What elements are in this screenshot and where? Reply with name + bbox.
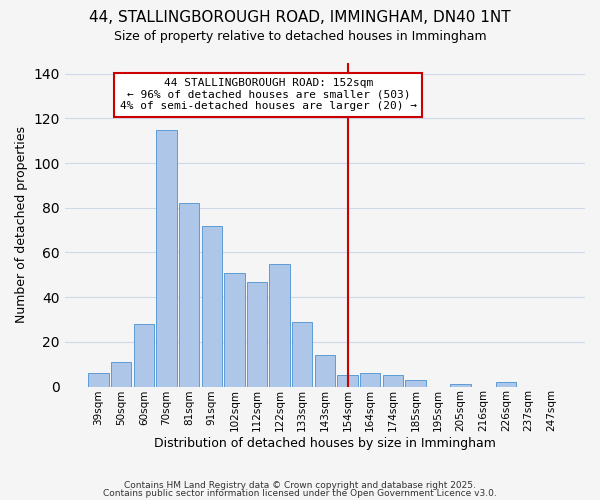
Bar	[496, 382, 516, 386]
Bar	[269, 264, 290, 386]
Bar	[202, 226, 222, 386]
Bar	[405, 380, 425, 386]
Bar	[360, 373, 380, 386]
X-axis label: Distribution of detached houses by size in Immingham: Distribution of detached houses by size …	[154, 437, 496, 450]
Text: 44 STALLINGBOROUGH ROAD: 152sqm
← 96% of detached houses are smaller (503)
4% of: 44 STALLINGBOROUGH ROAD: 152sqm ← 96% of…	[120, 78, 417, 112]
Bar	[451, 384, 471, 386]
Bar	[315, 356, 335, 386]
Bar	[292, 322, 313, 386]
Bar	[179, 204, 199, 386]
Bar	[88, 373, 109, 386]
Bar	[111, 362, 131, 386]
Bar	[134, 324, 154, 386]
Y-axis label: Number of detached properties: Number of detached properties	[15, 126, 28, 323]
Text: Contains public sector information licensed under the Open Government Licence v3: Contains public sector information licen…	[103, 488, 497, 498]
Bar	[157, 130, 176, 386]
Text: Size of property relative to detached houses in Immingham: Size of property relative to detached ho…	[113, 30, 487, 43]
Text: 44, STALLINGBOROUGH ROAD, IMMINGHAM, DN40 1NT: 44, STALLINGBOROUGH ROAD, IMMINGHAM, DN4…	[89, 10, 511, 25]
Bar	[337, 376, 358, 386]
Bar	[247, 282, 267, 387]
Text: Contains HM Land Registry data © Crown copyright and database right 2025.: Contains HM Land Registry data © Crown c…	[124, 481, 476, 490]
Bar	[224, 272, 245, 386]
Bar	[383, 376, 403, 386]
